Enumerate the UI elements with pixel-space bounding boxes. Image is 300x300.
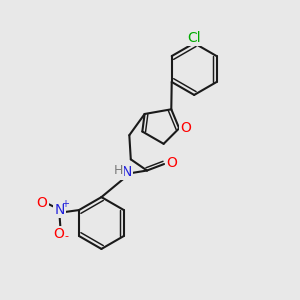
Text: O: O (53, 227, 64, 241)
Text: N: N (121, 165, 132, 179)
Text: -: - (64, 231, 68, 241)
Text: N: N (54, 203, 65, 217)
Text: Cl: Cl (188, 31, 201, 45)
Text: O: O (166, 156, 177, 170)
Text: O: O (37, 196, 48, 210)
Text: O: O (180, 121, 191, 135)
Text: H: H (113, 164, 123, 177)
Text: +: + (61, 199, 69, 209)
